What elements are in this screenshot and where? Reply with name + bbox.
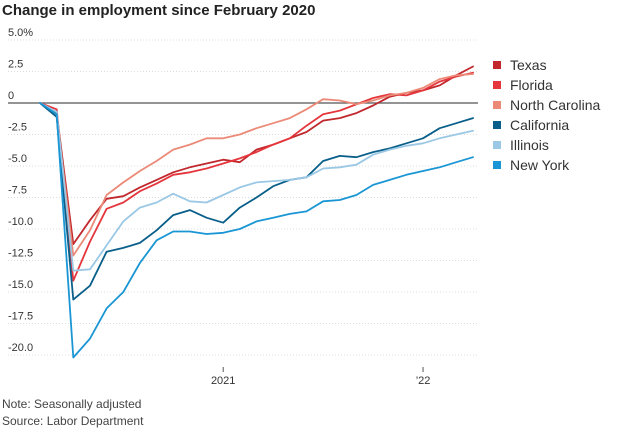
y-tick-label: -20.0 xyxy=(8,342,33,354)
series-lines xyxy=(39,65,474,359)
y-axis-labels: 5.0% 2.5 0 -2.5 -5.0 -7.5 -10.0 -12.5 -15.0 -17.5… xyxy=(8,27,33,354)
y-tick-label: -5.0 xyxy=(8,153,27,165)
legend-label-california: California xyxy=(510,117,569,133)
legend-swatch-florida xyxy=(493,81,501,89)
y-tick-label: 0 xyxy=(8,90,14,102)
footnotes: Note: Seasonally adjusted Source: Labor … xyxy=(2,396,143,430)
source-text: Source: Labor Department xyxy=(2,414,144,428)
x-tick-label: ’22 xyxy=(416,375,431,387)
y-tick-label: -15.0 xyxy=(8,279,33,291)
series-line-north-carolina xyxy=(39,73,474,257)
chart-title: Change in employment since February 2020 xyxy=(2,2,316,19)
legend-swatch-illinois xyxy=(493,141,501,149)
y-tick-label: -2.5 xyxy=(8,122,27,134)
y-tick-label: -7.5 xyxy=(8,185,27,197)
legend-label-new-york: New York xyxy=(510,157,570,173)
legend-label-north-carolina: North Carolina xyxy=(510,97,600,113)
y-tick-label: -17.5 xyxy=(8,311,33,323)
y-tick-label: -12.5 xyxy=(8,248,33,260)
y-tick-label: -10.0 xyxy=(8,216,33,228)
legend-label-texas: Texas xyxy=(510,57,547,73)
series-line-california xyxy=(39,102,474,301)
grid-lines xyxy=(8,39,478,356)
y-tick-label: 2.5 xyxy=(8,59,23,71)
legend-label-illinois: Illinois xyxy=(510,137,549,153)
line-chart: 5.0% 2.5 0 -2.5 -5.0 -7.5 -10.0 -12.5 -15.0 -17.5… xyxy=(8,27,600,387)
series-line-illinois xyxy=(39,102,474,272)
x-axis: 2021 ’22 xyxy=(211,367,430,387)
x-tick-label: 2021 xyxy=(211,375,235,387)
legend-swatch-california xyxy=(493,121,501,129)
series-line-new-york xyxy=(39,102,474,359)
note-text: Note: Seasonally adjusted xyxy=(2,397,142,411)
legend-swatch-texas xyxy=(493,61,501,69)
legend-label-florida: Florida xyxy=(510,77,553,93)
legend: Texas Florida North Carolina California Illi… xyxy=(493,57,600,173)
series-line-florida xyxy=(39,71,474,282)
legend-swatch-north-carolina xyxy=(493,101,501,109)
y-tick-label: 5.0% xyxy=(8,27,33,39)
legend-swatch-new-york xyxy=(493,161,501,169)
